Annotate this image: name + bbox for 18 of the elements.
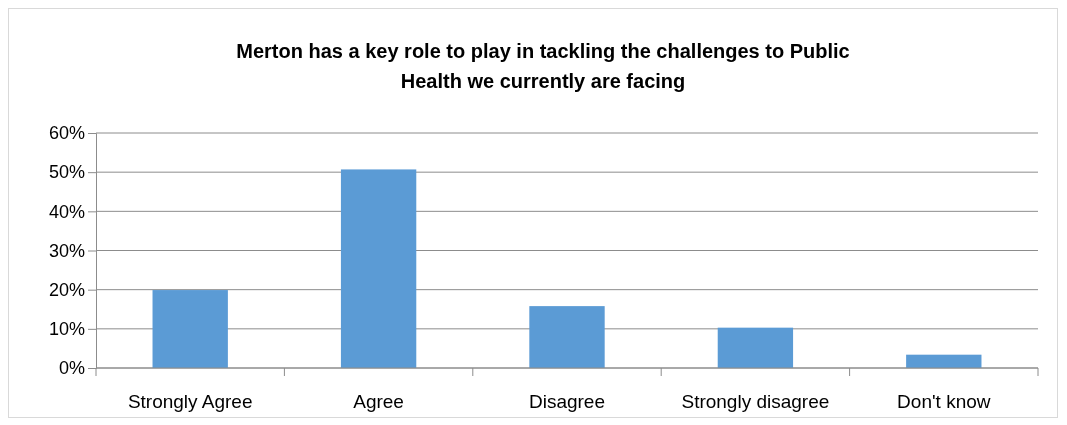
y-tick-label: 60%	[48, 123, 85, 144]
bar	[152, 290, 228, 368]
x-tick-label: Strongly Agree	[127, 391, 253, 412]
x-tick-label: Disagree	[528, 391, 606, 412]
y-tick-label: 30%	[48, 240, 85, 261]
bar	[340, 169, 417, 368]
bar	[529, 306, 605, 368]
y-tick-label: 0%	[58, 358, 85, 379]
bar	[717, 327, 794, 368]
y-tick-label: 50%	[48, 162, 85, 183]
chart-title: Merton has a key role to play in tackling the challenges to Public Health we currently are facing	[236, 40, 850, 92]
y-tick-label: 10%	[48, 319, 85, 340]
x-tick-label: Agree	[353, 391, 404, 412]
bar	[906, 354, 982, 368]
y-tick-label: 20%	[48, 279, 85, 300]
x-tick-label: Don't know	[897, 391, 991, 412]
y-tick-label: 40%	[48, 201, 85, 222]
x-tick-label: Strongly disagree	[681, 391, 830, 412]
